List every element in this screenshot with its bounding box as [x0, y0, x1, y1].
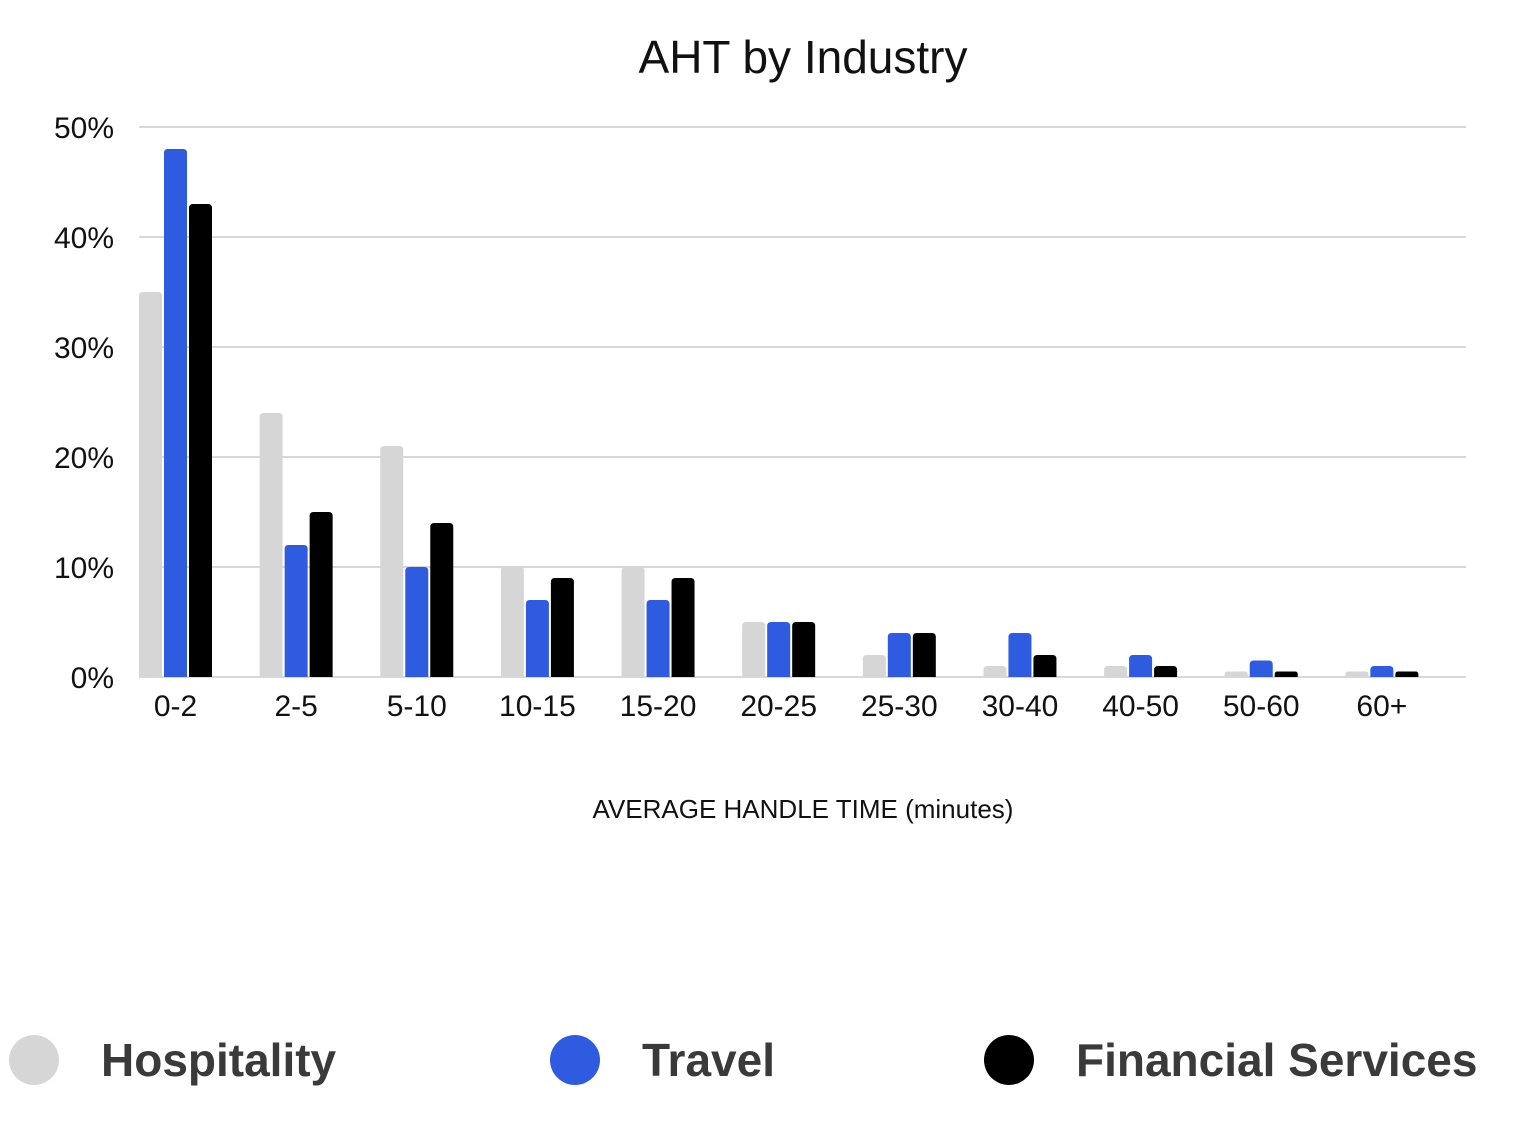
bar-financial-services-40-50: [1154, 666, 1178, 677]
bar-hospitality-50-60: [1224, 671, 1248, 677]
legend-label-financial-services: Financial Services: [1076, 1034, 1478, 1086]
bar-travel-60+: [1370, 666, 1394, 677]
bar-hospitality-2-5: [259, 413, 283, 677]
x-tick-label: 50-60: [1223, 690, 1300, 723]
bar-financial-services-15-20: [671, 578, 695, 677]
legend-swatch-hospitality: [9, 1035, 59, 1085]
bar-hospitality-10-15: [500, 567, 524, 677]
y-tick-label: 20%: [54, 442, 114, 475]
x-axis-ticks: 0-2 2-5 5-10 10-15 15-20 20-25 25-30 30-40 40-50…: [154, 690, 1407, 723]
legend-label-hospitality: Hospitality: [101, 1034, 337, 1086]
bar-travel-40-50: [1129, 655, 1153, 677]
x-tick-label: 25-30: [861, 690, 938, 723]
x-tick-label: 60+: [1356, 690, 1407, 723]
y-tick-label: 40%: [54, 222, 114, 255]
bar-financial-services-10-15: [550, 578, 574, 677]
bar-travel-50-60: [1249, 660, 1273, 677]
legend-item-hospitality: Hospitality: [9, 1025, 336, 1095]
bar-hospitality-20-25: [742, 622, 766, 677]
bar-hospitality-60+: [1345, 671, 1369, 677]
legend-label-travel: Travel: [642, 1034, 775, 1086]
x-tick-label: 0-2: [154, 690, 197, 723]
x-tick-label: 40-50: [1102, 690, 1179, 723]
bar-financial-services-25-30: [912, 633, 936, 677]
bar-financial-services-20-25: [792, 622, 816, 677]
y-tick-label: 0%: [71, 662, 114, 695]
bar-financial-services-60+: [1395, 671, 1419, 677]
legend-swatch-travel: [550, 1035, 600, 1085]
x-tick-label: 30-40: [982, 690, 1059, 723]
bar-travel-20-25: [767, 622, 791, 677]
bar-hospitality-40-50: [1104, 666, 1128, 677]
bar-travel-10-15: [525, 600, 549, 677]
bar-travel-0-2: [164, 149, 187, 677]
bar-financial-services-50-60: [1274, 671, 1298, 677]
y-tick-label: 10%: [54, 552, 114, 585]
bar-hospitality-15-20: [621, 567, 645, 677]
bar-travel-2-5: [284, 545, 308, 677]
bar-travel-30-40: [1008, 633, 1032, 677]
legend-swatch-financial-services: [984, 1035, 1034, 1085]
legend-item-travel: Travel: [550, 1025, 775, 1095]
bar-financial-services-5-10: [430, 523, 454, 677]
x-tick-label: 10-15: [499, 690, 576, 723]
bar-hospitality-5-10: [380, 446, 404, 677]
x-tick-label: 2-5: [274, 690, 317, 723]
x-tick-label: 20-25: [740, 690, 817, 723]
bar-financial-services-0-2: [189, 204, 212, 677]
chart-title: AHT by Industry: [639, 31, 968, 83]
legend: Hospitality Travel Financial Services: [0, 1025, 1518, 1095]
y-axis-ticks: 0% 10% 20% 30% 40% 50%: [54, 112, 114, 695]
x-axis-label: AVERAGE HANDLE TIME (minutes): [593, 794, 1014, 824]
bar-travel-15-20: [646, 600, 670, 677]
bar-financial-services-2-5: [309, 512, 333, 677]
bar-hospitality-30-40: [983, 666, 1007, 677]
bar-hospitality-25-30: [862, 655, 886, 677]
x-tick-label: 5-10: [387, 690, 447, 723]
bar-travel-25-30: [887, 633, 911, 677]
bars: [139, 149, 1419, 677]
legend-item-financial-services: Financial Services: [984, 1025, 1477, 1095]
y-tick-label: 50%: [54, 112, 114, 145]
y-tick-label: 30%: [54, 332, 114, 365]
x-tick-label: 15-20: [620, 690, 697, 723]
gridlines: [139, 126, 1466, 678]
bar-financial-services-30-40: [1033, 655, 1057, 677]
bar-travel-5-10: [405, 567, 429, 677]
bar-hospitality-0-2: [139, 292, 162, 677]
